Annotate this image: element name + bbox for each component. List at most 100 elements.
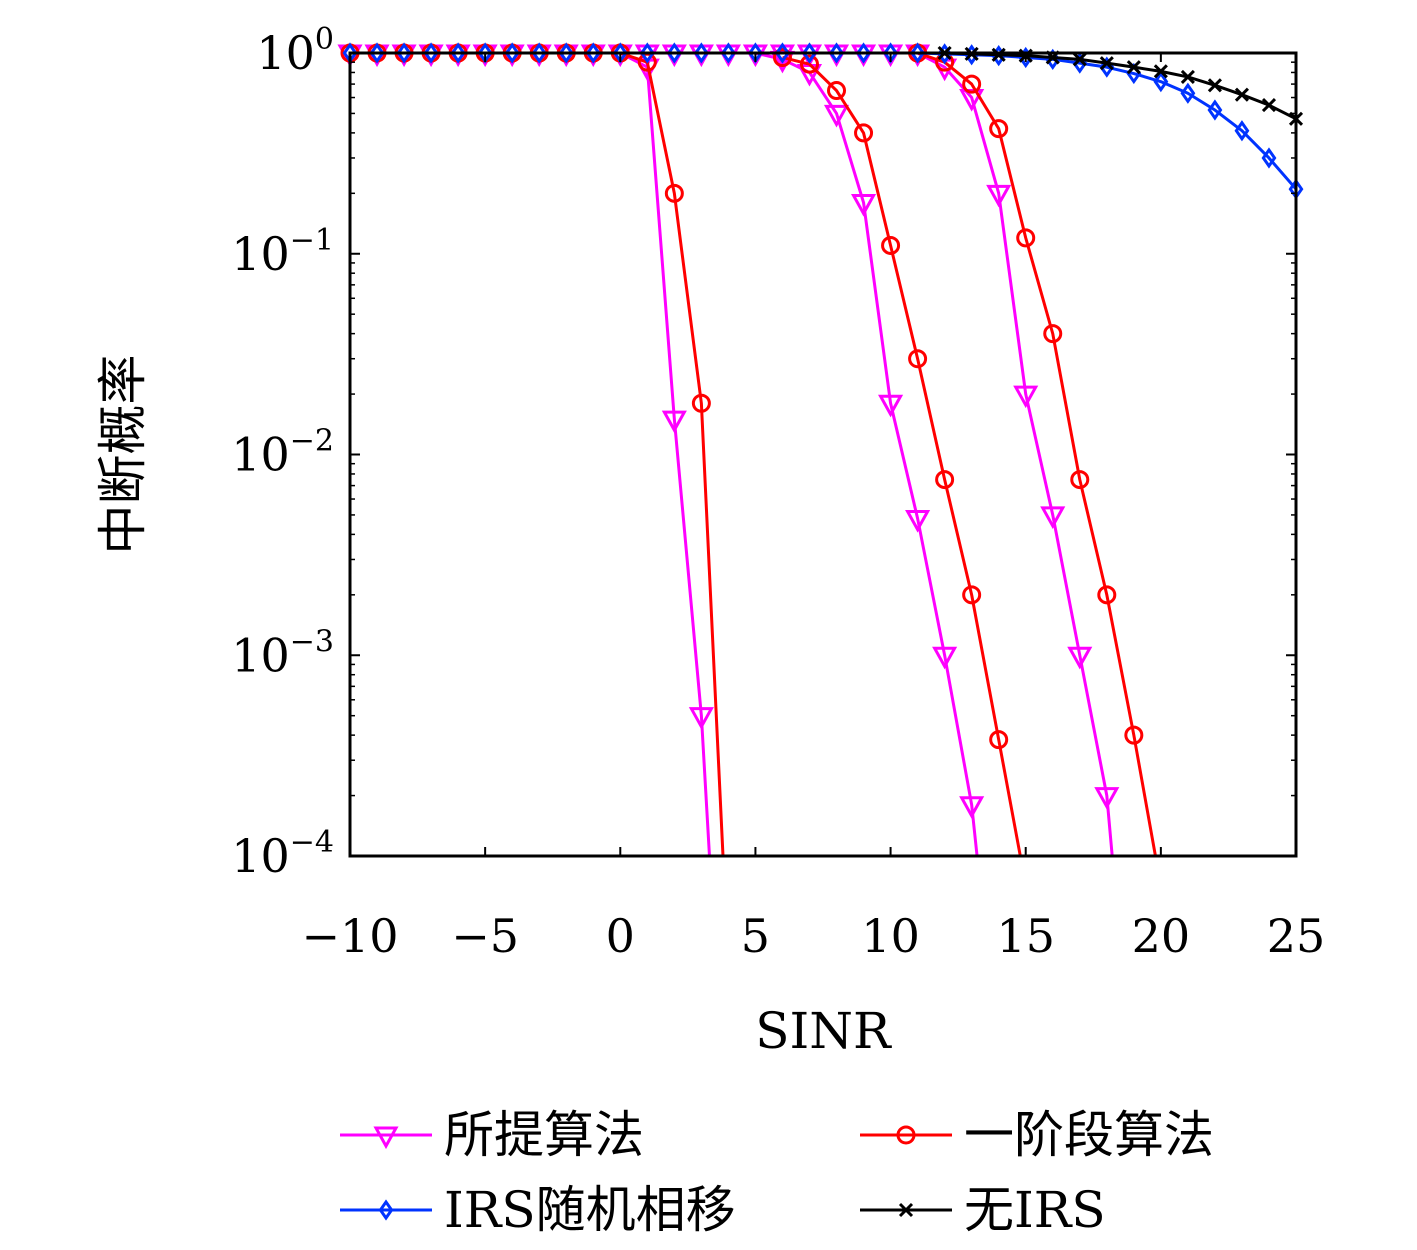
data-point xyxy=(935,470,955,490)
legend-label: 所提算法 xyxy=(444,1106,644,1164)
data-point xyxy=(823,104,850,128)
x-tick-label: −5 xyxy=(451,909,519,963)
data-point xyxy=(827,81,847,101)
series-0 xyxy=(337,44,714,857)
data-point xyxy=(991,47,1006,62)
legend-marker xyxy=(378,1199,394,1221)
y-axis-label: 中断概率 xyxy=(94,355,152,555)
x-marker-stroke xyxy=(1180,69,1195,84)
data-point xyxy=(639,42,655,64)
x-tick-label: 10 xyxy=(861,909,920,963)
series-4 xyxy=(772,47,1022,857)
legend-item: 一阶段算法 xyxy=(860,1106,1214,1164)
legend-marker xyxy=(898,1202,914,1218)
legend-label: 无IRS xyxy=(964,1181,1106,1239)
legend-label: 一阶段算法 xyxy=(964,1106,1214,1164)
series-line xyxy=(917,51,1157,857)
data-point xyxy=(688,707,714,730)
data-point xyxy=(423,42,439,64)
series-line xyxy=(782,56,1022,857)
x-marker-stroke xyxy=(1072,52,1087,67)
data-point xyxy=(772,47,792,67)
y-tick-label: 10−3 xyxy=(231,624,334,682)
x-marker-stroke xyxy=(991,47,1006,62)
data-point xyxy=(369,42,385,64)
series-5 xyxy=(908,43,1157,857)
series-line xyxy=(350,51,725,857)
data-point xyxy=(962,74,982,94)
y-tick-label: 10−4 xyxy=(231,825,334,883)
data-point xyxy=(664,183,684,203)
data-point xyxy=(989,119,1009,139)
data-point xyxy=(962,585,982,605)
data-point xyxy=(986,184,1012,208)
tick-layer: −10 −5 0 5 10 15 20 25 100 10−1 10−2 10−3 10−4 xyxy=(231,22,1325,963)
data-point xyxy=(1153,64,1168,79)
data-point xyxy=(854,123,874,143)
data-point xyxy=(1097,585,1117,605)
plot-frame xyxy=(348,51,1298,858)
data-point xyxy=(691,393,711,413)
data-point xyxy=(910,42,926,64)
x-tick-label: −10 xyxy=(301,909,398,963)
data-point xyxy=(1070,470,1090,490)
data-point xyxy=(1207,99,1223,121)
legend-marker xyxy=(373,1126,399,1150)
x-marker-stroke xyxy=(1126,60,1141,75)
x-marker-stroke xyxy=(1153,64,1168,79)
series-3 xyxy=(340,43,725,857)
data-point xyxy=(775,42,790,64)
x-marker-stroke xyxy=(1234,87,1250,102)
data-point xyxy=(558,42,574,64)
data-point xyxy=(1180,69,1195,84)
legend-item: IRS随机相移 xyxy=(340,1181,736,1239)
series-layer xyxy=(337,42,1304,857)
series-line xyxy=(944,51,1297,121)
data-point xyxy=(932,646,958,670)
data-point xyxy=(908,349,928,369)
data-point xyxy=(959,89,985,112)
series-line xyxy=(350,51,711,857)
legend: 所提算法 一阶段算法 IRS随机相移 无IRS xyxy=(340,1106,1214,1239)
data-point xyxy=(1234,120,1250,142)
x-tick-label: 5 xyxy=(741,909,770,963)
data-point xyxy=(905,509,931,533)
legend-marker xyxy=(896,1125,916,1145)
data-point xyxy=(850,194,877,217)
data-point xyxy=(661,410,687,434)
data-point xyxy=(720,42,736,64)
legend-label: IRS随机相移 xyxy=(444,1181,736,1239)
data-point xyxy=(856,42,871,64)
data-point xyxy=(959,796,985,819)
data-point xyxy=(1126,60,1141,75)
x-tick-label: 0 xyxy=(606,909,635,963)
data-point xyxy=(802,42,817,64)
data-point xyxy=(531,42,547,64)
x-marker-stroke xyxy=(1207,78,1222,93)
series-line xyxy=(647,51,979,857)
data-point xyxy=(829,42,844,64)
data-point xyxy=(585,42,601,64)
y-tick-label: 10−1 xyxy=(231,223,334,281)
x-marker-stroke xyxy=(898,1202,914,1218)
data-point xyxy=(1153,71,1169,93)
data-point xyxy=(450,42,466,64)
x-marker-stroke xyxy=(1099,56,1114,71)
plot-border xyxy=(348,51,1298,858)
series-line xyxy=(350,51,1298,191)
data-point xyxy=(666,42,682,64)
series-1 xyxy=(634,44,985,857)
data-point xyxy=(799,54,819,74)
data-point xyxy=(1043,324,1063,344)
x-tick-label: 20 xyxy=(1132,909,1191,963)
data-point xyxy=(1124,725,1144,745)
data-point xyxy=(693,42,709,64)
legend-item: 无IRS xyxy=(860,1181,1106,1239)
x-marker-stroke xyxy=(1261,98,1277,113)
data-point xyxy=(881,235,901,255)
data-point xyxy=(1261,98,1277,113)
data-point xyxy=(1016,228,1036,248)
y-tick-label: 100 xyxy=(256,22,334,80)
x-tick-label: 25 xyxy=(1267,909,1326,963)
